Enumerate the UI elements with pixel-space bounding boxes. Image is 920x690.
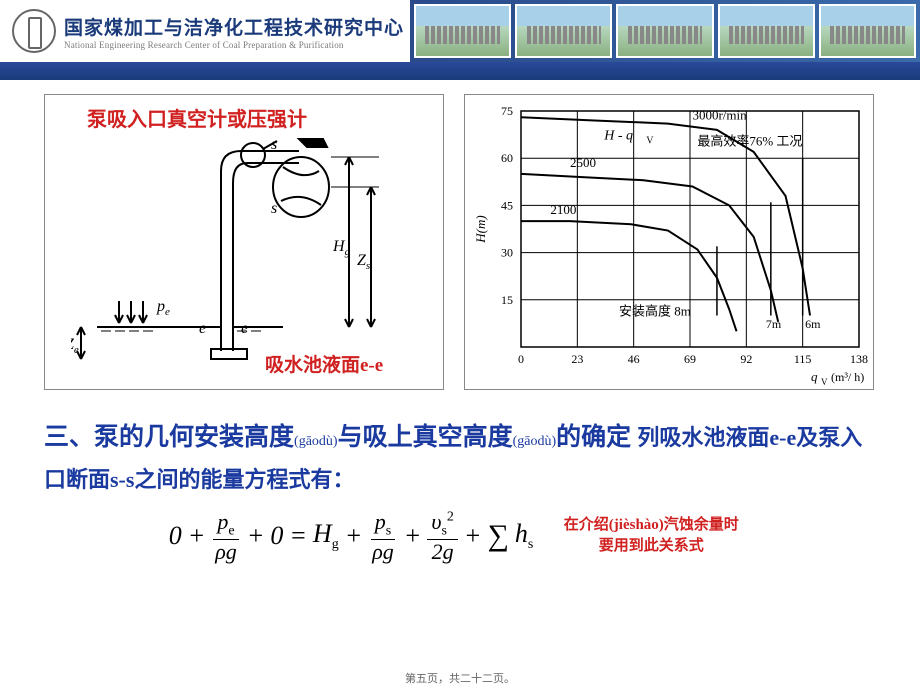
svg-text:pe: pe: [156, 298, 170, 318]
svg-text:7m: 7m: [766, 317, 782, 331]
photo-strip: [410, 0, 920, 62]
svg-text:s: s: [271, 136, 277, 153]
section-t3: 的确定: [556, 424, 631, 451]
svg-text:3000r/min: 3000r/min: [692, 107, 747, 122]
section-heading: 三、泵的几何安装高度(gāodù)与吸上真空高度(gāodù)的确定 列吸水池液…: [44, 414, 876, 494]
svg-text:q: q: [811, 369, 818, 384]
svg-text:Ze: Ze: [71, 336, 79, 356]
svg-text:e: e: [241, 320, 248, 337]
pump-anno-bottom: 吸水池液面e-e: [265, 350, 383, 377]
chart-svg: 0 23 46 69 92 115 138 15 30 45 60 75 3000r/min 2500 21…: [469, 99, 871, 387]
org-name-en: National Engineering Research Center of …: [64, 40, 404, 50]
svg-text:H(m): H(m): [473, 215, 488, 243]
svg-text:138: 138: [850, 352, 868, 366]
svg-text:30: 30: [501, 246, 513, 260]
equation-math: 0 + peρg + 0 = Hg + psρg + υs22g + ∑ hs: [169, 510, 534, 563]
svg-text:60: 60: [501, 151, 513, 165]
svg-text:75: 75: [501, 104, 513, 118]
header: 国家煤加工与洁净化工程技术研究中心 National Engineering R…: [0, 0, 920, 62]
campus-photo: [616, 4, 713, 58]
divider-bar: [0, 62, 920, 80]
section-t2: 与吸上真空高度: [338, 424, 513, 451]
svg-text:2100: 2100: [550, 202, 576, 217]
svg-text:Hg: Hg: [332, 238, 351, 258]
svg-text:s: s: [271, 200, 277, 217]
section-t1: 泵的几何安装高度: [94, 424, 294, 451]
campus-photo: [718, 4, 815, 58]
figures-row: 泵吸入口真空计或压强计: [44, 94, 876, 390]
svg-text:e: e: [199, 320, 206, 337]
section-prefix: 三、: [44, 424, 94, 451]
svg-text:23: 23: [571, 352, 583, 366]
hqv-chart: 0 23 46 69 92 115 138 15 30 45 60 75 3000r/min 2500 21…: [464, 94, 874, 390]
svg-text:6m: 6m: [805, 317, 821, 331]
svg-text:安装高度 8m: 安装高度 8m: [619, 304, 691, 319]
logo-section: 国家煤加工与洁净化工程技术研究中心 National Engineering R…: [0, 0, 410, 62]
svg-text:最高效率76% 工况: 最高效率76% 工况: [697, 134, 802, 149]
equation-note: 在介绍(jièshào)汽蚀余量时 要用到此关系式: [551, 515, 751, 557]
svg-text:Zs: Zs: [357, 252, 370, 272]
svg-text:92: 92: [740, 352, 752, 366]
pinyin2: (gāodù): [513, 434, 557, 449]
svg-text:H - q: H - q: [603, 128, 633, 143]
svg-text:46: 46: [628, 352, 640, 366]
energy-equation: 0 + peρg + 0 = Hg + psρg + υs22g + ∑ hs …: [44, 510, 876, 563]
page-footer: 第五页，共二十二页。: [0, 670, 920, 686]
campus-photo: [819, 4, 916, 58]
org-name-cn: 国家煤加工与洁净化工程技术研究中心: [64, 13, 404, 40]
content: 泵吸入口真空计或压强计: [0, 80, 920, 563]
svg-text:0: 0: [518, 352, 524, 366]
svg-text:45: 45: [501, 198, 513, 212]
svg-text:V: V: [821, 377, 828, 387]
campus-photo: [515, 4, 612, 58]
svg-text:115: 115: [794, 352, 812, 366]
svg-text:69: 69: [684, 352, 696, 366]
pump-svg: s s e e pe Hg Zs Ze: [71, 131, 421, 371]
svg-text:2500: 2500: [570, 155, 596, 170]
pump-anno-top: 泵吸入口真空计或压强计: [87, 103, 307, 132]
pump-diagram: 泵吸入口真空计或压强计: [44, 94, 444, 390]
pinyin1: (gāodù): [294, 434, 338, 449]
svg-text:V: V: [646, 135, 654, 146]
svg-text:15: 15: [501, 293, 513, 307]
svg-text:(m³/ h): (m³/ h): [831, 370, 864, 384]
logo-icon: [12, 9, 56, 53]
campus-photo: [414, 4, 511, 58]
